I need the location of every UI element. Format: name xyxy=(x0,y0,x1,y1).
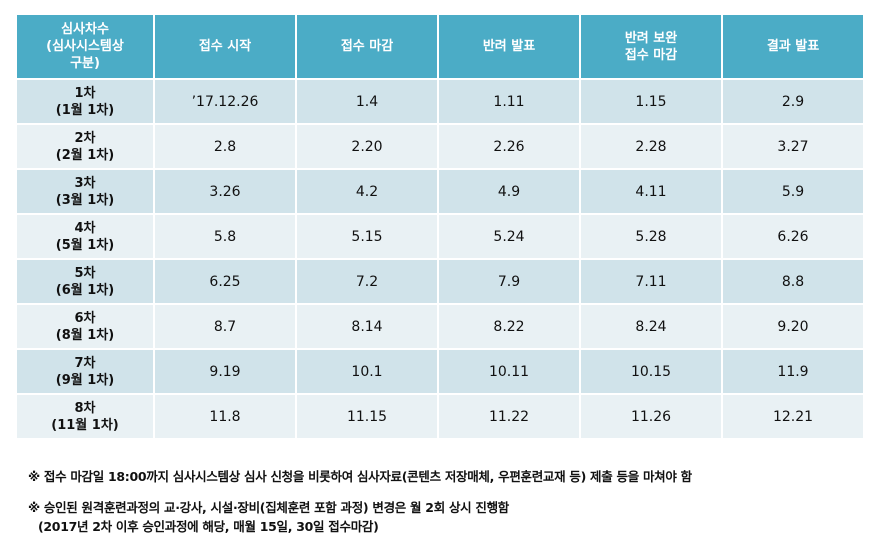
header-row: 심사차수 (심사시스템상 구분) 접수 시작 접수 마감 반려 발표 반려 보완 접수 마감 결… xyxy=(15,13,865,80)
cell-rejection-notice: 5.24 xyxy=(437,213,581,260)
note-change-text: ※ 승인된 원격훈련과정의 교·강사, 시설·장비(집체훈련 포함 과정) 변경… xyxy=(28,500,509,515)
table-row: 4차 (5월 1차) 5.8 5.15 5.24 5.28 6.26 xyxy=(15,213,865,260)
cell-supplement-deadline: 11.26 xyxy=(579,393,723,440)
cell-rejection-notice: 10.11 xyxy=(437,348,581,395)
cell-receipt-end: 4.2 xyxy=(295,168,439,215)
table-row: 1차 (1월 1차) ’17.12.26 1.4 1.11 1.15 2.9 xyxy=(15,78,865,125)
table-row: 6차 (8월 1차) 8.7 8.14 8.22 8.24 9.20 xyxy=(15,303,865,350)
cell-round: 2차 (2월 1차) xyxy=(15,123,155,170)
cell-receipt-end: 2.20 xyxy=(295,123,439,170)
cell-result-notice: 5.9 xyxy=(721,168,865,215)
cell-supplement-deadline: 1.15 xyxy=(579,78,723,125)
cell-receipt-start: ’17.12.26 xyxy=(153,78,297,125)
cell-result-notice: 6.26 xyxy=(721,213,865,260)
cell-round: 7차 (9월 1차) xyxy=(15,348,155,395)
cell-supplement-deadline: 2.28 xyxy=(579,123,723,170)
cell-receipt-start: 3.26 xyxy=(153,168,297,215)
cell-result-notice: 2.9 xyxy=(721,78,865,125)
note-change-sub: (2017년 2차 이후 승인과정에 해당, 매월 15일, 30일 접수마감) xyxy=(38,519,379,534)
note-change: ※ 승인된 원격훈련과정의 교·강사, 시설·장비(집체훈련 포함 과정) 변경… xyxy=(28,497,692,535)
cell-receipt-start: 9.19 xyxy=(153,348,297,395)
cell-receipt-start: 6.25 xyxy=(153,258,297,305)
cell-receipt-end: 5.15 xyxy=(295,213,439,260)
cell-round: 1차 (1월 1차) xyxy=(15,78,155,125)
schedule-table: 심사차수 (심사시스템상 구분) 접수 시작 접수 마감 반려 발표 반려 보완 접수 마감 결… xyxy=(15,13,865,440)
cell-receipt-start: 2.8 xyxy=(153,123,297,170)
cell-receipt-start: 11.8 xyxy=(153,393,297,440)
cell-receipt-end: 10.1 xyxy=(295,348,439,395)
cell-rejection-notice: 4.9 xyxy=(437,168,581,215)
table-row: 2차 (2월 1차) 2.8 2.20 2.26 2.28 3.27 xyxy=(15,123,865,170)
header-receipt-end: 접수 마감 xyxy=(295,13,439,80)
cell-result-notice: 3.27 xyxy=(721,123,865,170)
cell-rejection-notice: 1.11 xyxy=(437,78,581,125)
cell-rejection-notice: 8.22 xyxy=(437,303,581,350)
cell-result-notice: 11.9 xyxy=(721,348,865,395)
cell-supplement-deadline: 8.24 xyxy=(579,303,723,350)
cell-receipt-end: 1.4 xyxy=(295,78,439,125)
table-row: 3차 (3월 1차) 3.26 4.2 4.9 4.11 5.9 xyxy=(15,168,865,215)
cell-receipt-end: 7.2 xyxy=(295,258,439,305)
header-round: 심사차수 (심사시스템상 구분) xyxy=(15,13,155,80)
cell-round: 4차 (5월 1차) xyxy=(15,213,155,260)
cell-rejection-notice: 11.22 xyxy=(437,393,581,440)
cell-supplement-deadline: 4.11 xyxy=(579,168,723,215)
cell-supplement-deadline: 5.28 xyxy=(579,213,723,260)
cell-rejection-notice: 2.26 xyxy=(437,123,581,170)
cell-result-notice: 9.20 xyxy=(721,303,865,350)
cell-supplement-deadline: 7.11 xyxy=(579,258,723,305)
cell-supplement-deadline: 10.15 xyxy=(579,348,723,395)
header-rejection-notice: 반려 발표 xyxy=(437,13,581,80)
cell-result-notice: 8.8 xyxy=(721,258,865,305)
cell-round: 5차 (6월 1차) xyxy=(15,258,155,305)
header-supplement-deadline: 반려 보완 접수 마감 xyxy=(579,13,723,80)
table-row: 8차 (11월 1차) 11.8 11.15 11.22 11.26 12.21 xyxy=(15,393,865,440)
table-row: 7차 (9월 1차) 9.19 10.1 10.11 10.15 11.9 xyxy=(15,348,865,395)
table-row: 5차 (6월 1차) 6.25 7.2 7.9 7.11 8.8 xyxy=(15,258,865,305)
cell-result-notice: 12.21 xyxy=(721,393,865,440)
cell-rejection-notice: 7.9 xyxy=(437,258,581,305)
note-deadline: ※ 접수 마감일 18:00까지 심사시스템상 심사 신청을 비롯하여 심사자료… xyxy=(28,469,692,484)
cell-receipt-end: 11.15 xyxy=(295,393,439,440)
cell-receipt-start: 8.7 xyxy=(153,303,297,350)
cell-round: 8차 (11월 1차) xyxy=(15,393,155,440)
cell-receipt-start: 5.8 xyxy=(153,213,297,260)
cell-round: 6차 (8월 1차) xyxy=(15,303,155,350)
notes: ※ 접수 마감일 18:00까지 심사시스템상 심사 신청을 비롯하여 심사자료… xyxy=(28,466,692,547)
header-receipt-start: 접수 시작 xyxy=(153,13,297,80)
header-result-notice: 결과 발표 xyxy=(721,13,865,80)
cell-receipt-end: 8.14 xyxy=(295,303,439,350)
cell-round: 3차 (3월 1차) xyxy=(15,168,155,215)
